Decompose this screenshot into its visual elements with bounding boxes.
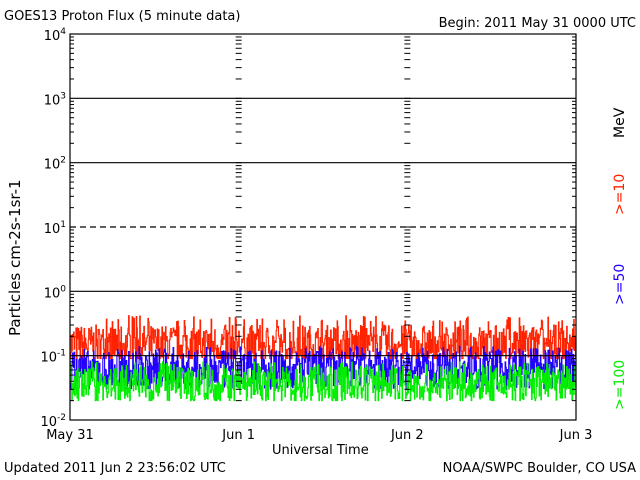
y-tick-label: 10-2 bbox=[40, 413, 66, 430]
y-tick-label: 10-1 bbox=[40, 349, 66, 366]
begin-time-label: Begin: 2011 May 31 0000 UTC bbox=[438, 16, 636, 31]
legend-item: >=10 bbox=[612, 173, 628, 215]
legend-unit-label: MeV bbox=[612, 107, 628, 138]
x-tick-label: Jun 1 bbox=[221, 428, 255, 443]
y-tick-label: 104 bbox=[44, 27, 67, 44]
plot-frame bbox=[69, 33, 577, 421]
legend-item: >=100 bbox=[612, 359, 628, 410]
credit-label: NOAA/SWPC Boulder, CO USA bbox=[442, 461, 636, 476]
y-axis-label: Particles cm-2s-1sr-1 bbox=[6, 179, 24, 336]
series-line-100 bbox=[70, 361, 576, 402]
x-tick-label: Jun 3 bbox=[559, 428, 593, 443]
y-tick-label: 100 bbox=[44, 284, 67, 301]
y-tick-label: 101 bbox=[44, 220, 66, 237]
x-axis-label: Universal Time bbox=[272, 443, 369, 458]
y-tick-label: 103 bbox=[44, 91, 66, 108]
updated-timestamp: Updated 2011 Jun 2 23:56:02 UTC bbox=[4, 461, 226, 476]
chart-title: GOES13 Proton Flux (5 minute data) bbox=[4, 9, 241, 24]
series-line-50 bbox=[70, 345, 576, 390]
y-tick-label: 102 bbox=[44, 156, 66, 173]
x-tick-label: May 31 bbox=[46, 428, 94, 443]
x-tick-label: Jun 2 bbox=[390, 428, 424, 443]
legend-item: >=50 bbox=[612, 263, 628, 305]
